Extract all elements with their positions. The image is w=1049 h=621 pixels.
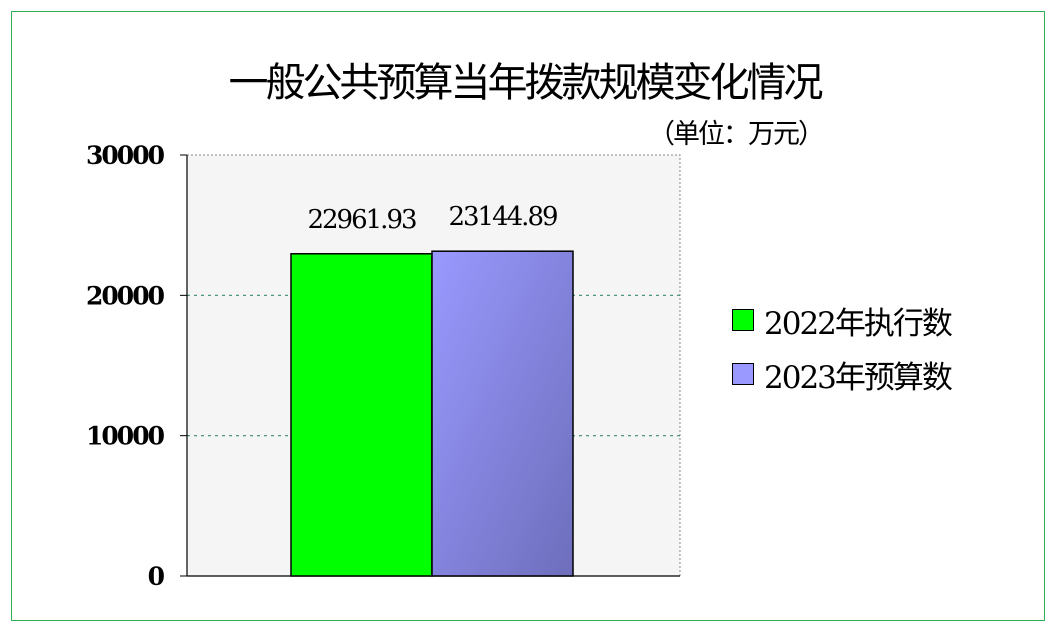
data-labels: 22961.93 23144.89 <box>307 202 559 235</box>
legend-swatch-2022 <box>732 309 754 331</box>
data-label-2023: 23144.89 <box>448 202 557 232</box>
bar-2023 <box>431 250 574 577</box>
data-label-2022: 22961.93 <box>307 205 416 235</box>
legend-item-2022: 2022年执行数 <box>732 300 953 342</box>
legend-swatch-2023 <box>732 363 754 385</box>
y-tick-label: 0 <box>148 562 165 591</box>
y-tick-label: 30000 <box>86 141 165 170</box>
unit-label: （单位：万元） <box>648 119 825 150</box>
legend-label-2023: 2023年预算数 <box>764 359 953 396</box>
y-tick-label: 20000 <box>86 281 165 310</box>
chart-title: 一般公共预算当年拨款规模变化情况 <box>228 60 824 106</box>
legend-item-2023: 2023年预算数 <box>732 354 953 396</box>
legend-label-2022: 2022年执行数 <box>764 305 953 342</box>
bars <box>290 250 574 577</box>
bar-2022 <box>290 253 433 577</box>
y-tick-label: 10000 <box>86 422 165 451</box>
y-axis-ticks: 0 10000 20000 30000 <box>86 141 187 591</box>
legend: 2022年执行数 2023年预算数 <box>706 278 1024 414</box>
